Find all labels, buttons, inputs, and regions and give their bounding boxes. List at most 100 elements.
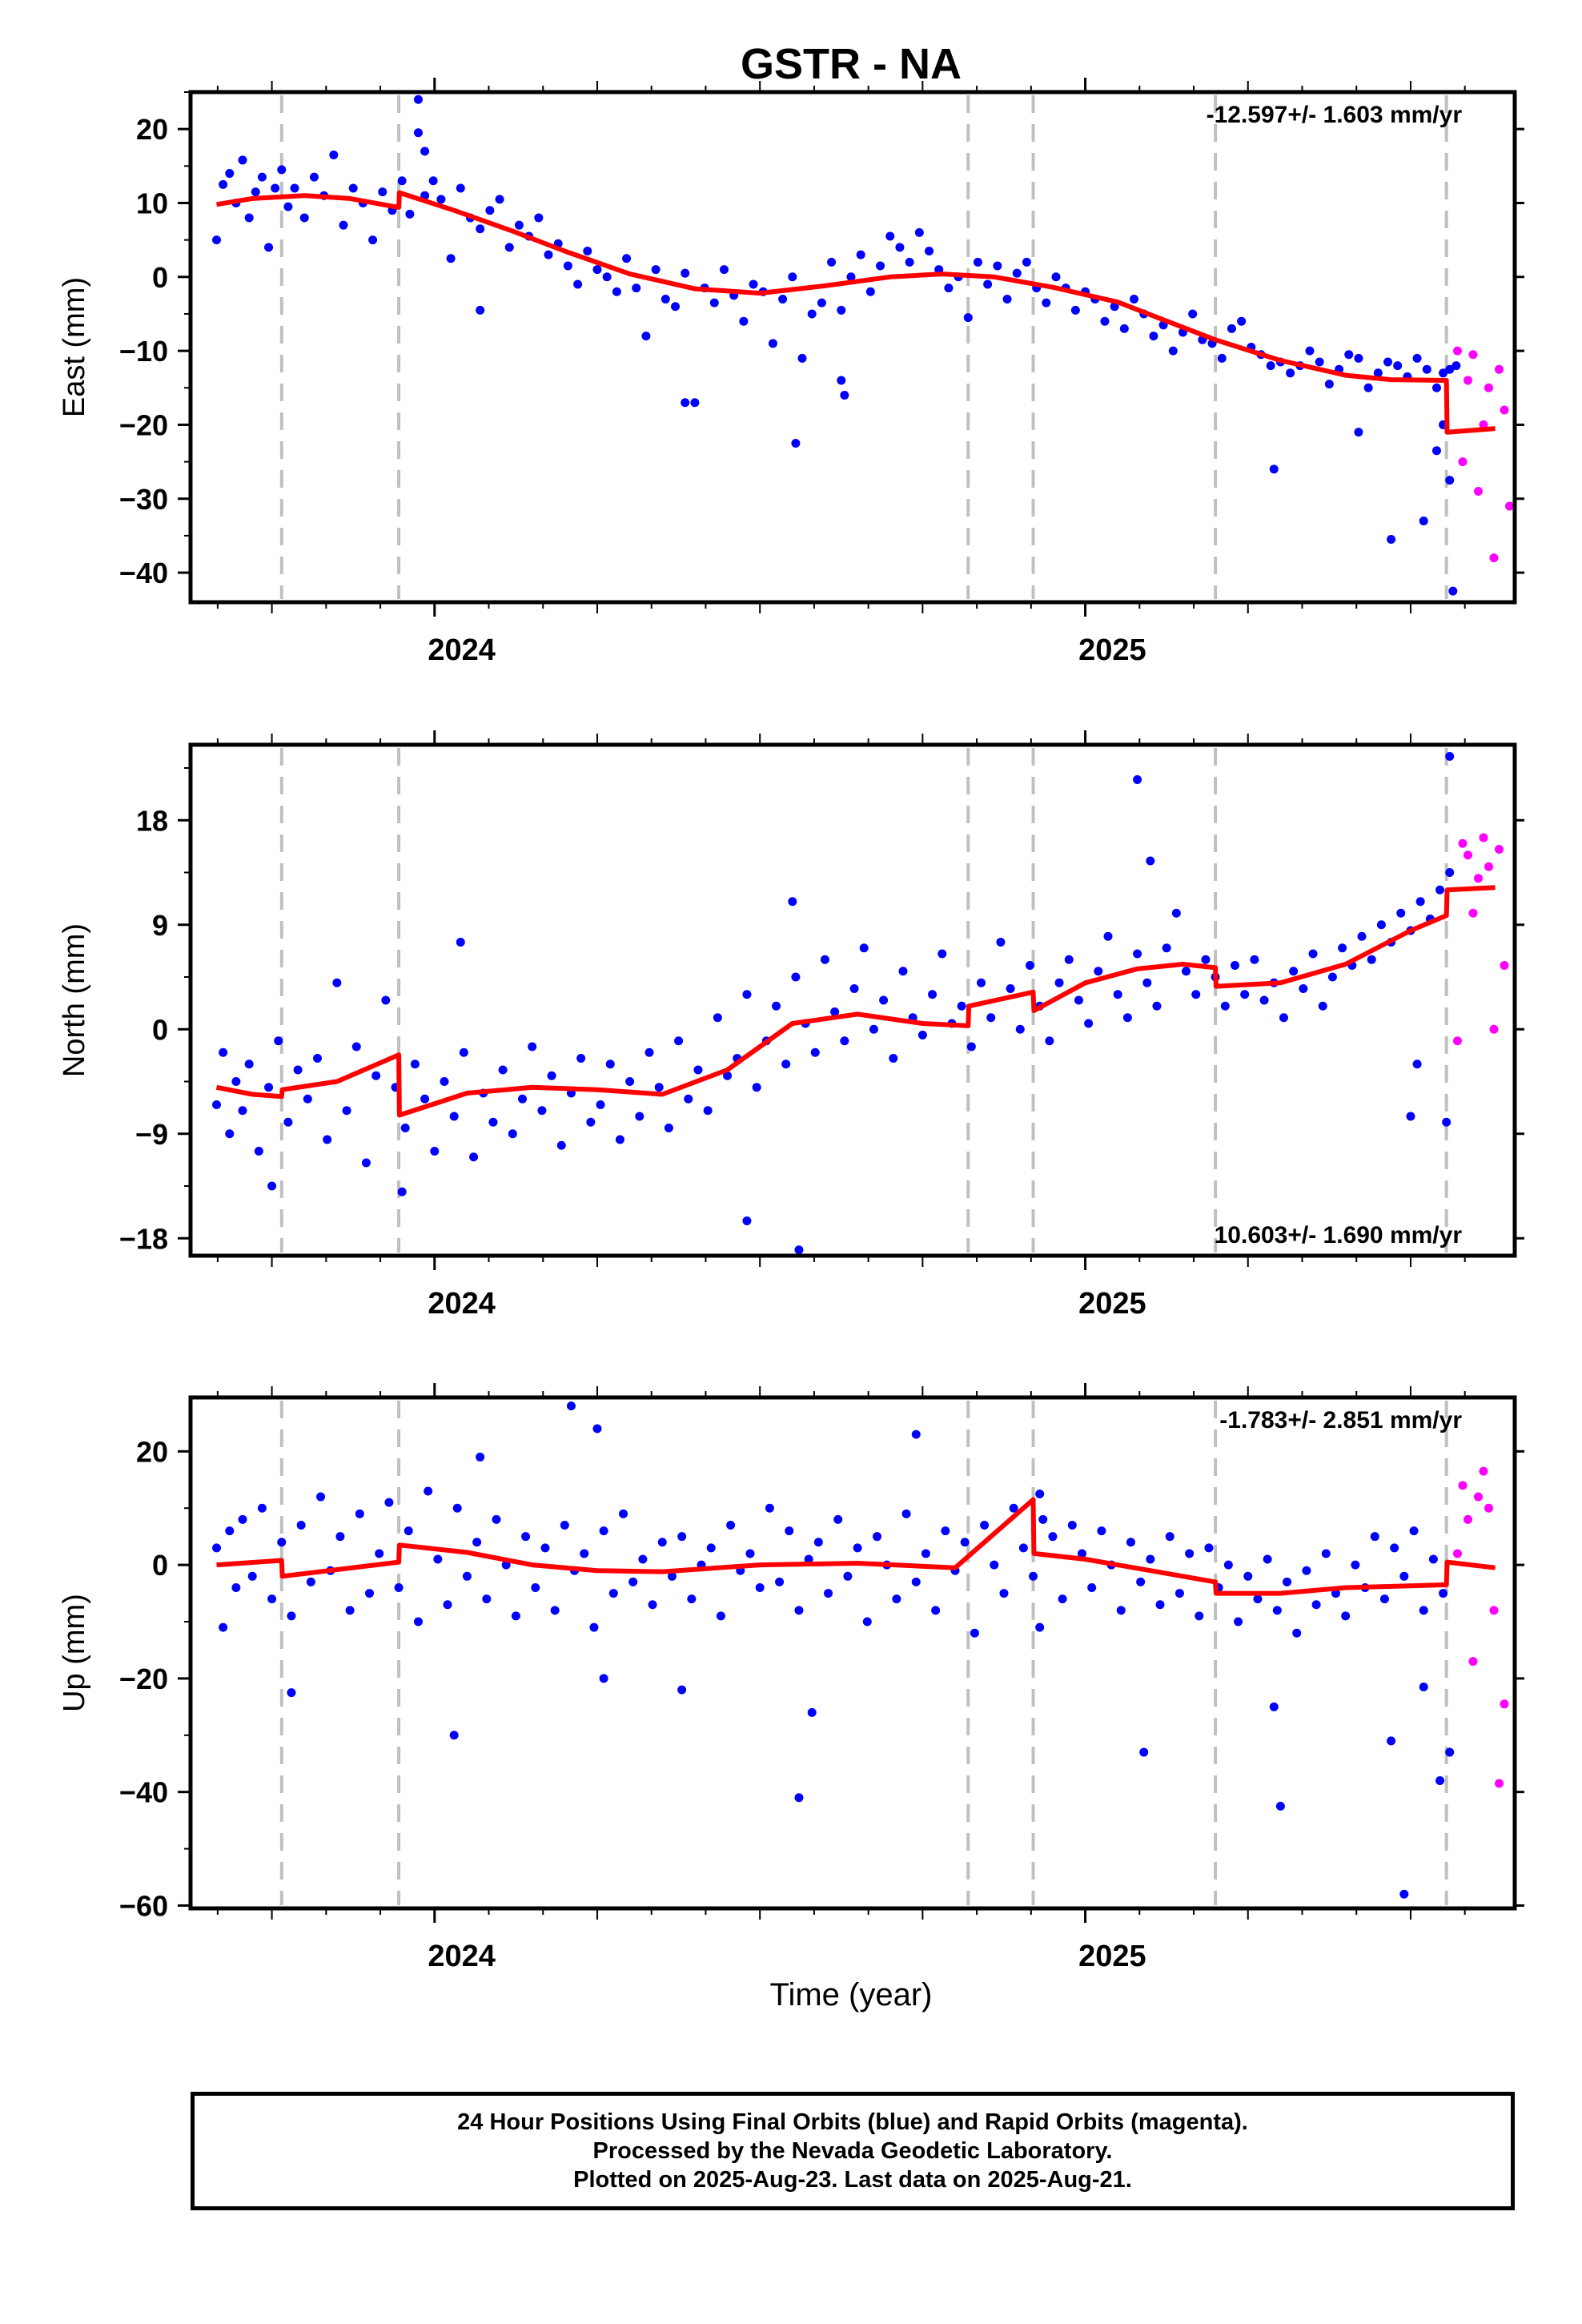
final-orbit-point	[378, 187, 387, 197]
final-orbit-point	[1133, 949, 1142, 959]
rapid-orbit-point	[1494, 1779, 1504, 1788]
final-orbit-point	[375, 1549, 384, 1558]
final-orbit-point	[602, 272, 612, 282]
final-orbit-point	[993, 261, 1002, 271]
final-orbit-point	[498, 1065, 508, 1075]
final-orbit-point	[1419, 1606, 1428, 1615]
final-orbit-point	[1064, 955, 1074, 964]
rapid-orbit-point	[1500, 961, 1509, 970]
final-orbit-point	[1152, 1001, 1162, 1011]
final-orbit-point	[277, 1538, 287, 1547]
final-orbit-point	[365, 1589, 375, 1598]
final-orbit-point	[433, 1554, 443, 1564]
final-orbit-point	[534, 213, 544, 223]
y-tick-label: 20	[136, 1435, 168, 1468]
final-orbit-point	[1445, 364, 1455, 374]
rapid-orbit-point	[1458, 1481, 1468, 1490]
rapid-orbit-point	[1452, 1549, 1462, 1558]
final-orbit-point	[1204, 1543, 1214, 1553]
final-orbit-point	[290, 183, 299, 193]
rapid-orbit-point	[1463, 376, 1472, 385]
final-orbit-point	[820, 955, 829, 964]
final-orbit-point	[1344, 350, 1354, 360]
final-orbit-point	[563, 261, 572, 271]
final-orbit-point	[1419, 1683, 1428, 1692]
final-orbit-point	[813, 1538, 823, 1547]
final-orbit-point	[1227, 324, 1236, 333]
final-orbit-point	[1074, 995, 1083, 1005]
final-orbit-point	[219, 179, 228, 189]
final-orbit-point	[1269, 464, 1279, 474]
final-orbit-point	[1431, 383, 1441, 392]
final-orbit-point	[1009, 1503, 1018, 1513]
final-orbit-point	[1042, 298, 1051, 308]
final-orbit-point	[681, 398, 690, 408]
final-orbit-point	[843, 1571, 853, 1581]
final-orbit-point	[244, 213, 254, 223]
final-orbit-point	[632, 283, 641, 293]
final-orbit-point	[794, 1606, 804, 1615]
rapid-orbit-point	[1494, 845, 1504, 854]
rapid-orbit-point	[1484, 862, 1493, 871]
final-orbit-point	[713, 1013, 722, 1023]
rapid-orbit-point	[1479, 1466, 1488, 1476]
final-orbit-point	[476, 305, 485, 315]
final-orbit-point	[771, 1001, 781, 1011]
y-tick-label: −18	[119, 1222, 168, 1255]
final-orbit-point	[1439, 1589, 1448, 1598]
data-points	[212, 1401, 1509, 1899]
final-orbit-point	[690, 398, 700, 408]
final-orbit-point	[641, 332, 651, 341]
final-orbit-point	[1022, 257, 1031, 267]
final-orbit-point	[615, 1135, 624, 1144]
final-orbit-point	[1133, 775, 1142, 784]
final-orbit-point	[449, 1731, 459, 1740]
final-orbit-point	[394, 1582, 404, 1592]
final-orbit-point	[917, 1031, 927, 1039]
final-orbit-point	[1439, 368, 1448, 378]
final-orbit-point	[1327, 972, 1337, 982]
final-orbit-point	[1142, 978, 1152, 987]
final-orbit-point	[833, 1514, 843, 1524]
final-orbit-point	[1445, 476, 1455, 485]
final-orbit-point	[739, 316, 749, 326]
final-orbit-point	[876, 261, 885, 271]
final-orbit-point	[856, 250, 865, 259]
final-orbit-point	[599, 1526, 608, 1536]
final-orbit-point	[459, 1047, 468, 1057]
final-orbit-point	[440, 1077, 449, 1086]
final-orbit-point	[469, 1152, 479, 1162]
final-orbit-point	[651, 265, 661, 275]
final-orbit-point	[1266, 361, 1275, 371]
final-orbit-point	[309, 172, 319, 182]
final-orbit-point	[1100, 316, 1110, 326]
final-orbit-point	[1217, 353, 1227, 363]
final-orbit-point	[889, 1054, 898, 1063]
y-axis-label: North (mm)	[58, 923, 91, 1077]
final-orbit-point	[1250, 955, 1259, 964]
final-orbit-point	[999, 1589, 1009, 1598]
event-lines	[279, 748, 1448, 1252]
final-orbit-point	[316, 1492, 326, 1502]
panel-north: 18 9 0 −9 −18 2024 2025 North (mm) 10.603+/- 1.6…	[58, 730, 1524, 1321]
final-orbit-point	[1035, 1490, 1045, 1499]
final-orbit-point	[911, 1577, 921, 1586]
final-orbit-point	[1029, 1571, 1038, 1581]
final-orbit-point	[625, 1077, 635, 1086]
final-orbit-point	[544, 250, 553, 259]
final-orbit-point	[661, 294, 670, 304]
final-orbit-point	[749, 279, 758, 289]
final-orbit-point	[681, 268, 690, 278]
final-orbit-point	[622, 254, 632, 263]
final-orbit-point	[1399, 1571, 1409, 1581]
rapid-orbit-point	[1473, 487, 1483, 497]
final-orbit-point	[1025, 961, 1034, 970]
final-orbit-point	[1263, 1554, 1272, 1564]
y-tick-label: 0	[152, 1549, 168, 1582]
final-orbit-point	[807, 1707, 817, 1717]
final-orbit-point	[1383, 357, 1393, 367]
final-orbit-point	[677, 1532, 687, 1542]
final-orbit-point	[1302, 1566, 1311, 1575]
final-orbit-point	[537, 1106, 547, 1116]
final-orbit-point	[1409, 1526, 1419, 1536]
